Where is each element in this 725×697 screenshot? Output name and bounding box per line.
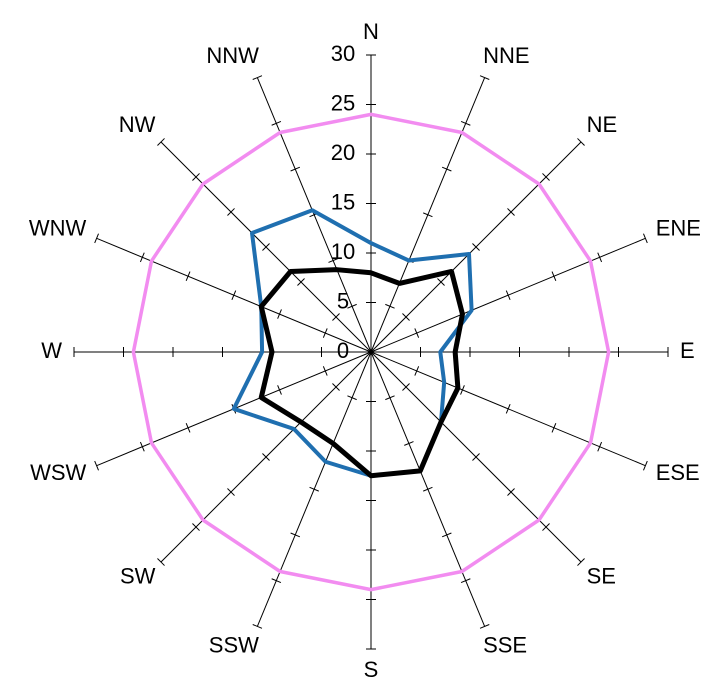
- tick-mark: [347, 395, 357, 401]
- tick-mark: [271, 120, 282, 126]
- series-line: [131, 112, 611, 592]
- tick-mark: [322, 328, 328, 338]
- category-label: ENE: [656, 216, 701, 241]
- tick-mark: [157, 138, 165, 146]
- series-line: [258, 267, 465, 479]
- category-label: SSW: [209, 633, 259, 658]
- tick-mark: [643, 460, 648, 471]
- tick-mark: [577, 138, 585, 146]
- tick-mark: [472, 243, 480, 251]
- category-label: NNW: [206, 43, 259, 68]
- tick-mark: [328, 258, 338, 263]
- tick-mark: [332, 383, 340, 391]
- tick-mark: [277, 385, 282, 395]
- tick-mark: [139, 441, 145, 452]
- tick-mark: [157, 558, 165, 566]
- tick-mark: [460, 120, 471, 126]
- category-label: NNE: [483, 43, 529, 68]
- tick-mark: [332, 313, 340, 321]
- category-label: NW: [119, 112, 156, 137]
- tick-mark: [227, 208, 235, 216]
- tick-mark: [185, 271, 191, 282]
- tick-mark: [290, 532, 301, 538]
- category-label: SE: [587, 563, 616, 588]
- tick-mark: [192, 523, 200, 531]
- tick-mark: [262, 243, 270, 251]
- y-tick-label: 25: [331, 90, 355, 115]
- tick-mark: [347, 303, 357, 309]
- tick-mark: [479, 624, 490, 629]
- y-tick-label: 10: [331, 239, 355, 264]
- tick-mark: [252, 75, 263, 80]
- tick-mark: [385, 395, 395, 401]
- y-tick-label: 30: [331, 41, 355, 66]
- tick-mark: [460, 385, 465, 395]
- tick-mark: [551, 271, 557, 282]
- category-label: SSE: [483, 633, 527, 658]
- tick-mark: [551, 422, 557, 433]
- tick-mark: [472, 453, 480, 461]
- tick-mark: [507, 488, 515, 496]
- tick-mark: [185, 422, 191, 433]
- tick-mark: [402, 383, 410, 391]
- category-label: N: [363, 19, 379, 44]
- tick-mark: [404, 441, 414, 446]
- tick-mark: [271, 578, 282, 584]
- tick-mark: [542, 523, 550, 531]
- tick-mark: [505, 404, 511, 414]
- tick-mark: [139, 252, 145, 263]
- tick-mark: [322, 366, 328, 376]
- tick-mark: [479, 75, 490, 80]
- tick-mark: [441, 532, 452, 538]
- tick-mark: [414, 366, 420, 376]
- category-label: NE: [587, 112, 618, 137]
- y-tick-label: 15: [331, 189, 355, 214]
- tick-mark: [542, 173, 550, 181]
- tick-mark: [297, 278, 305, 286]
- tick-mark: [309, 486, 319, 492]
- tick-mark: [597, 252, 603, 263]
- tick-mark: [414, 328, 420, 338]
- tick-mark: [423, 212, 433, 218]
- category-label: ESE: [656, 460, 700, 485]
- y-tick-label: 0: [337, 338, 349, 363]
- tick-mark: [290, 166, 301, 172]
- y-tick-label: 5: [337, 288, 349, 313]
- category-label: W: [41, 338, 62, 363]
- category-label: S: [364, 657, 379, 682]
- category-label: E: [680, 338, 695, 363]
- tick-mark: [277, 309, 282, 319]
- tick-mark: [262, 453, 270, 461]
- category-label: SW: [120, 563, 156, 588]
- tick-mark: [441, 166, 452, 172]
- tick-mark: [577, 558, 585, 566]
- tick-mark: [460, 578, 471, 584]
- tick-mark: [423, 486, 433, 492]
- category-label: WNW: [29, 216, 87, 241]
- category-label: WSW: [30, 460, 86, 485]
- tick-mark: [437, 278, 445, 286]
- tick-mark: [94, 233, 99, 244]
- tick-mark: [402, 313, 410, 321]
- tick-mark: [231, 290, 237, 300]
- y-tick-label: 20: [331, 140, 355, 165]
- tick-mark: [505, 290, 511, 300]
- tick-mark: [192, 173, 200, 181]
- tick-mark: [643, 233, 648, 244]
- tick-mark: [94, 460, 99, 471]
- tick-mark: [227, 488, 235, 496]
- tick-mark: [507, 208, 515, 216]
- tick-mark: [597, 441, 603, 452]
- tick-mark: [385, 303, 395, 309]
- tick-mark: [252, 624, 263, 629]
